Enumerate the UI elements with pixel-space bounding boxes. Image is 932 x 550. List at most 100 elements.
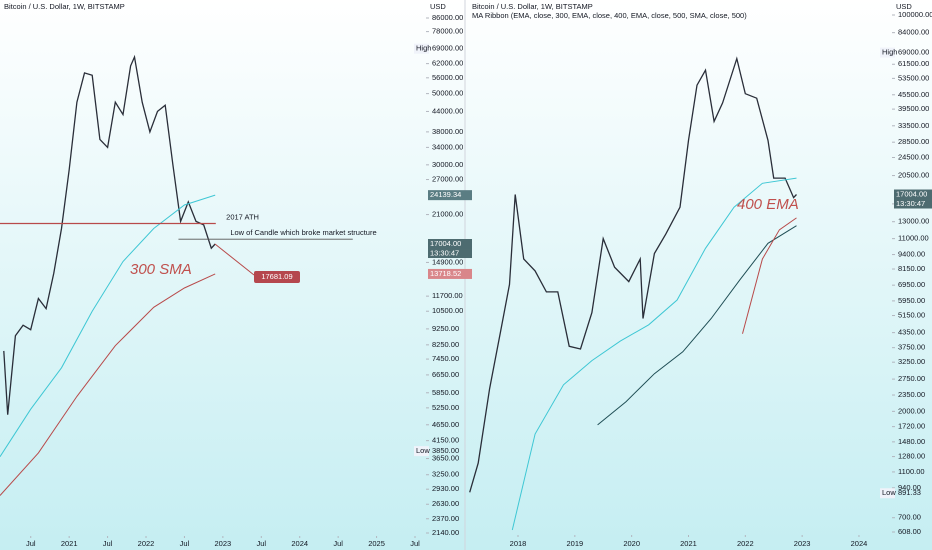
countdown-box	[894, 199, 932, 209]
x-tick-label: Jul	[256, 539, 266, 548]
x-tick-label: 2022	[138, 539, 155, 548]
x-tick-label: 2024	[851, 539, 868, 548]
x-tick-label: Jul	[410, 539, 420, 548]
y-tick-label: 2630.00	[432, 499, 459, 508]
high-low-tag-label: Low	[416, 446, 430, 455]
annotation: 300 SMA	[130, 261, 192, 278]
y-tick-label: 2140.00	[432, 528, 459, 537]
y-tick-label: 20500.00	[898, 171, 929, 180]
series-line	[3, 54, 216, 415]
y-tick-label: 78000.00	[432, 27, 463, 36]
y-tick-label: 3750.00	[898, 343, 925, 352]
y-tick-label: 1480.00	[898, 437, 925, 446]
x-tick-label: Jul	[333, 539, 343, 548]
y-tick-label: 86000.00	[432, 13, 463, 22]
annotation-arrow	[214, 243, 255, 276]
y-tick-label: 14900.00	[432, 257, 463, 266]
y-tick-label: 50000.00	[432, 89, 463, 98]
y-tick-label: 7450.00	[432, 354, 459, 363]
y-tick-label: 8250.00	[432, 340, 459, 349]
x-tick-label: Jul	[180, 539, 190, 548]
countdown: 13:30:47	[430, 248, 459, 257]
y-tick-label: 39500.00	[898, 104, 929, 113]
y-tick-label: 100000.00	[898, 10, 932, 19]
y-tick-label: 6950.00	[898, 280, 925, 289]
y-tick-label: 84000.00	[898, 28, 929, 37]
price-label-box	[428, 268, 472, 279]
y-tick-label: 6650.00	[432, 370, 459, 379]
y-tick-label: 53500.00	[898, 73, 929, 82]
x-tick-label: Jul	[26, 539, 36, 548]
high-low-tag	[414, 446, 429, 457]
x-tick-label: 2022	[737, 539, 754, 548]
high-low-tag	[880, 488, 895, 499]
y-tick-label: 5150.00	[898, 311, 925, 320]
y-tick-label: 4350.00	[898, 328, 925, 337]
y-tick-label: 4650.00	[432, 420, 459, 429]
y-tick-label: 2750.00	[898, 374, 925, 383]
y-tick-label: 1100.00	[898, 467, 925, 476]
y-tick-label: 27000.00	[432, 175, 463, 184]
price-label: 17004.00	[430, 239, 461, 248]
y-tick-label: 3650.00	[432, 454, 459, 463]
y-tick-label: 38000.00	[432, 127, 463, 136]
series-line	[742, 217, 797, 334]
x-tick-label: 2019	[566, 539, 583, 548]
y-tick-label: 9400.00	[898, 250, 925, 259]
y-tick-label: 8150.00	[898, 264, 925, 273]
y-tick-label: 33500.00	[898, 121, 929, 130]
y-tick-label: 56000.00	[432, 73, 463, 82]
x-tick-label: 2024	[291, 539, 308, 548]
y-tick-label: 62000.00	[432, 59, 463, 68]
y-tick-label: 61500.00	[898, 59, 929, 68]
y-tick-label: 1280.00	[898, 452, 925, 461]
y-tick-label: 2000.00	[898, 406, 925, 415]
x-tick-label: 2020	[623, 539, 640, 548]
chart-title: Bitcoin / U.S. Dollar, 1W, BITSTAMP	[472, 2, 593, 11]
price-label: 24139.34	[430, 190, 461, 199]
high-low-tag	[880, 47, 895, 58]
x-tick-label: 2021	[61, 539, 78, 548]
horizontal-line-label: Low of Candle which broke market structu…	[230, 228, 376, 237]
y-tick-label: 9250.00	[432, 324, 459, 333]
price-label-box	[428, 190, 472, 201]
high-low-value: 891.33	[898, 488, 921, 497]
y-tick-label: 700.00	[898, 513, 921, 522]
high-low-tag	[414, 43, 429, 54]
y-tick-label: 608.00	[898, 527, 921, 536]
y-tick-label: 5250.00	[432, 403, 459, 412]
y-tick-label: 45500.00	[898, 90, 929, 99]
price-label: 17004.00	[896, 189, 927, 198]
price-label: 13718.52	[430, 269, 461, 278]
y-tick-label: 2350.00	[898, 390, 925, 399]
annotation-box	[254, 271, 300, 283]
x-tick-label: 2023	[794, 539, 811, 548]
horizontal-line-label: 2017 ATH	[226, 212, 259, 221]
x-tick-label: 2018	[510, 539, 527, 548]
high-low-value: 69000.00	[898, 48, 929, 57]
y-tick-label: 13000.00	[898, 217, 929, 226]
x-tick-label: 2025	[368, 539, 385, 548]
y-tick-label: 10500.00	[432, 306, 463, 315]
y-tick-label: 2370.00	[432, 514, 459, 523]
y-tick-label: 3250.00	[432, 470, 459, 479]
countdown: 13:30:47	[896, 199, 925, 208]
y-tick-label: 21000.00	[432, 210, 463, 219]
high-low-value: 3850.00	[432, 446, 459, 455]
series-line	[597, 225, 797, 426]
y-tick-label: 1720.00	[898, 422, 925, 431]
price-label-box	[894, 189, 932, 200]
y-tick-label: 30000.00	[432, 160, 463, 169]
y-tick-label: 44000.00	[432, 106, 463, 115]
y-tick-label: 5850.00	[432, 388, 459, 397]
y-tick-label: 24500.00	[898, 152, 929, 161]
x-tick-label: 2021	[680, 539, 697, 548]
x-tick-label: Jul	[103, 539, 113, 548]
x-tick-label: 2023	[215, 539, 232, 548]
y-tick-label: 3250.00	[898, 357, 925, 366]
chart-title: Bitcoin / U.S. Dollar, 1W, BITSTAMP	[4, 2, 125, 11]
high-low-tag-label: High	[416, 44, 431, 53]
annotation: 17681.09	[261, 272, 292, 281]
y-tick-label: 2930.00	[432, 484, 459, 493]
